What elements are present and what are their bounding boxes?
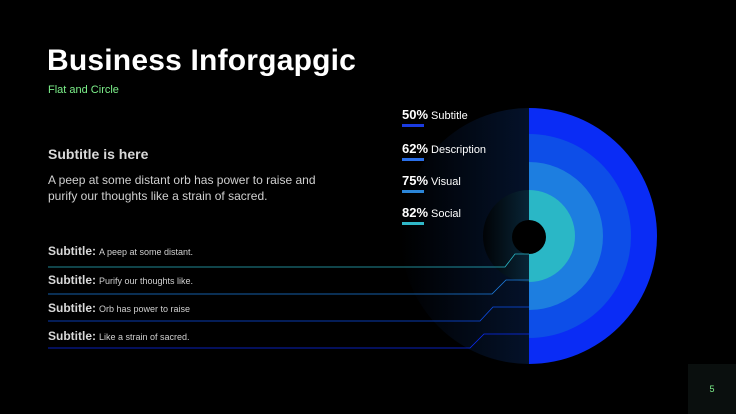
page-number: 5 [709, 384, 715, 394]
left-half-backdrop [401, 108, 529, 364]
stat-label: Visual [431, 176, 461, 188]
stat-label: Subtitle [431, 110, 468, 122]
list-item-label: Subtitle: [48, 301, 96, 315]
list-item-label: Subtitle: [48, 329, 96, 343]
list-item: Subtitle: Orb has power to raise [48, 301, 190, 315]
stat-subtitle: 50% Subtitle [402, 106, 468, 127]
list-item-label: Subtitle: [48, 273, 96, 287]
connector-line-2 [48, 279, 529, 295]
connector-line-1 [48, 253, 529, 268]
page-title: Business Inforgapgic [47, 44, 357, 77]
stat-label: Description [431, 144, 487, 156]
stat-bar [402, 222, 424, 225]
center-dot [512, 220, 546, 254]
left-half-inner-backdrop [483, 190, 529, 282]
list-item-text: Purify our thoughts like. [99, 276, 194, 286]
stat-bar [402, 158, 424, 161]
connector-line-3 [48, 306, 529, 322]
stat-bar [402, 124, 424, 127]
stat-label: Social [431, 208, 461, 220]
stat-description: 62% Description [402, 140, 487, 161]
stat-percent: 50% [402, 107, 429, 122]
page-subtitle: Flat and Circle [48, 84, 119, 96]
list-item-text: Orb has power to raise [99, 304, 191, 314]
list-item: Subtitle: Purify our thoughts like. [48, 273, 193, 287]
page-number-box: 5 [688, 364, 736, 414]
stat-visual: 75% Visual [402, 172, 461, 193]
section-heading: Subtitle is here [48, 146, 149, 162]
stat-percent: 82% [402, 205, 429, 220]
list-item-text: Like a strain of sacred. [99, 332, 190, 342]
stat-bar [402, 190, 424, 193]
stat-percent: 62% [402, 141, 429, 156]
section-paragraph: A peep at some distant orb has power to … [48, 173, 316, 203]
list-item-text: A peep at some distant. [99, 247, 194, 257]
stat-social: 82% Social [402, 204, 461, 225]
connector-line-4 [48, 333, 529, 349]
list-item-label: Subtitle: [48, 244, 96, 258]
list-item: Subtitle: Like a strain of sacred. [48, 329, 190, 343]
stat-percent: 75% [402, 173, 429, 188]
ring-inner [529, 190, 575, 282]
list-item: Subtitle: A peep at some distant. [48, 244, 193, 258]
